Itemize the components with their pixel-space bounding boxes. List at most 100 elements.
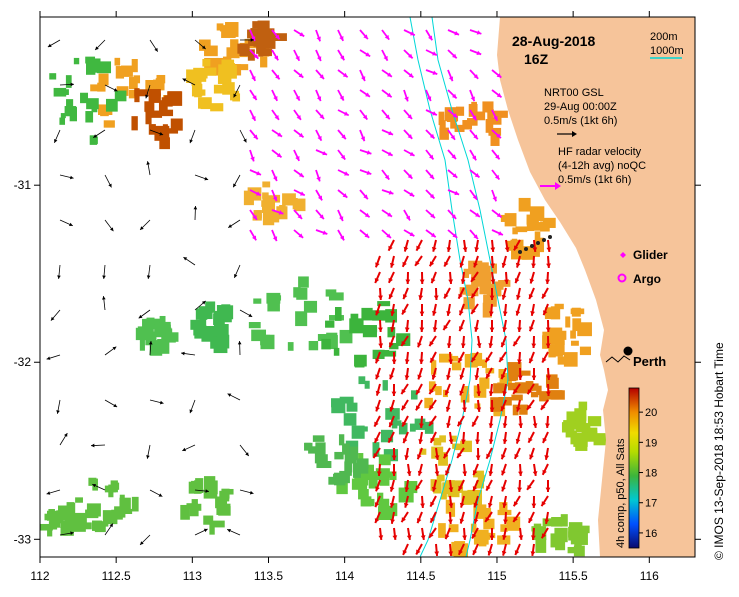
sst-cell	[59, 118, 65, 125]
sst-cell	[347, 403, 358, 412]
radar-title: HF radar velocity	[558, 146, 642, 158]
sst-cell	[519, 198, 531, 212]
sst-cell	[385, 309, 397, 322]
sst-cell	[268, 206, 274, 217]
sst-cell	[85, 111, 93, 122]
gsl-time: 29-Aug 00:00Z	[544, 101, 617, 113]
radar-scale: 0.5m/s (1kt 6h)	[558, 174, 631, 186]
sst-cell	[272, 295, 281, 300]
sst-cell	[479, 285, 492, 294]
sst-cell	[577, 322, 592, 336]
sst-cell	[224, 83, 231, 88]
sst-cell	[438, 523, 446, 538]
sst-cell	[355, 362, 365, 367]
sst-cell	[362, 480, 367, 489]
sst-cell	[214, 85, 224, 94]
sst-cell	[570, 330, 576, 338]
sst-cell	[199, 76, 206, 82]
sst-cell	[363, 325, 377, 337]
sst-cell	[77, 525, 85, 531]
sst-cell	[342, 443, 350, 454]
sst-cell	[558, 356, 566, 364]
sst-cell	[564, 352, 578, 367]
sst-cell	[104, 120, 115, 127]
sst-cell	[288, 342, 294, 351]
sst-cell	[439, 435, 446, 442]
sst-cell	[258, 21, 270, 32]
legend-glider-label: Glider	[633, 248, 668, 262]
sst-cell	[144, 101, 154, 112]
sst-cell	[149, 93, 161, 102]
sst-cell	[85, 510, 98, 519]
sst-cell	[473, 267, 487, 279]
sst-cell	[154, 126, 169, 141]
sst-cell	[358, 376, 365, 384]
sst-cell	[293, 202, 303, 209]
x-tick-label: 113	[183, 569, 202, 583]
sst-cell	[576, 420, 583, 432]
x-tick-label: 114.5	[406, 569, 435, 583]
sst-cell	[334, 473, 345, 486]
sst-cell	[198, 97, 212, 108]
sst-cell	[75, 497, 83, 502]
colorbar-label: 4h comp, p50, All Sats	[615, 438, 627, 548]
sst-cell	[445, 115, 450, 121]
sst-cell	[193, 325, 206, 335]
sst-cell	[456, 107, 464, 116]
sst-cell	[222, 305, 233, 319]
sst-cell	[230, 39, 238, 51]
contour-label-200m: 200m	[650, 31, 678, 43]
x-tick-label: 114	[335, 569, 354, 583]
sst-cell	[352, 426, 365, 439]
sst-cell	[97, 83, 105, 92]
sst-cell	[507, 368, 516, 381]
sst-cell	[353, 463, 361, 478]
sst-cell	[572, 308, 581, 317]
sst-cell	[498, 280, 503, 290]
sst-cell	[308, 446, 316, 453]
sst-cell	[313, 435, 325, 442]
sst-cell	[251, 330, 266, 341]
sst-cell	[452, 362, 461, 370]
sst-cell	[551, 517, 562, 527]
sst-cell	[214, 339, 228, 353]
x-tick-label: 115	[487, 569, 506, 583]
sst-cell	[353, 319, 360, 326]
sst-cell	[213, 313, 223, 325]
colorbar-tick-label: 20	[645, 407, 657, 419]
sst-cell	[309, 341, 318, 350]
sst-cell	[253, 298, 261, 303]
sst-cell	[115, 58, 121, 66]
sst-cell	[131, 116, 137, 130]
sst-cell	[134, 75, 141, 83]
gsl-title: NRT00 GSL	[544, 87, 604, 99]
sst-cell	[54, 89, 69, 95]
sst-cell	[380, 472, 390, 486]
sst-cell	[298, 276, 309, 287]
sst-cell	[439, 112, 445, 125]
sst-cell	[580, 347, 591, 355]
colorbar-tick-label: 18	[645, 468, 657, 480]
sst-cell	[439, 128, 449, 140]
sst-cell	[362, 499, 374, 506]
sst-cell	[220, 25, 231, 31]
sst-cell	[548, 334, 561, 344]
sst-cell	[203, 516, 213, 525]
sst-cell	[372, 310, 387, 320]
sst-cell	[517, 371, 531, 376]
sst-cell	[435, 386, 441, 395]
sst-cell	[511, 395, 522, 401]
sst-cell	[588, 416, 601, 426]
x-tick-label: 112.5	[102, 569, 131, 583]
colorbar-tick-label: 16	[645, 528, 657, 540]
perth-label: Perth	[633, 354, 666, 369]
map-hour: 16Z	[524, 51, 549, 67]
sst-cell	[47, 526, 52, 537]
sst-cell	[304, 301, 317, 313]
sst-cell	[260, 57, 267, 68]
y-tick-label: -33	[14, 532, 32, 546]
colorbar-tick-label: 19	[645, 437, 657, 449]
sst-cell	[204, 476, 215, 491]
sst-cell	[321, 339, 330, 350]
